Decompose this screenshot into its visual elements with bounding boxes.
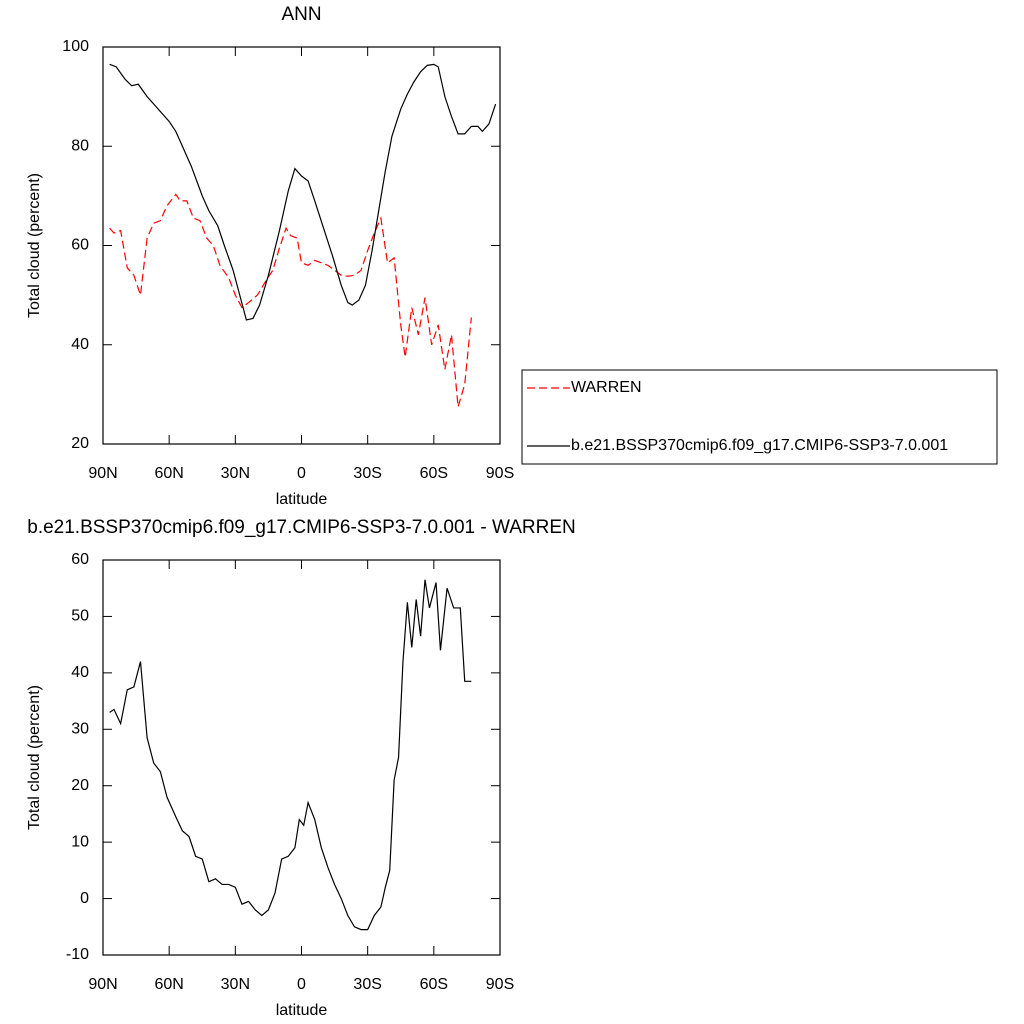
x-axis-label: latitude (276, 1002, 328, 1019)
legend-label: b.e21.BSSP370cmip6.f09_g17.CMIP6-SSP3-7.… (571, 437, 948, 454)
plot-frame (102, 559, 501, 956)
y-tick-label: 80 (71, 137, 89, 154)
x-axis-label: latitude (276, 491, 328, 508)
x-tick-label: 90S (486, 976, 514, 993)
y-tick-label: 20 (71, 777, 89, 794)
x-tick-label: 30N (221, 465, 250, 482)
y-tick-label: 10 (71, 833, 89, 850)
x-tick-label: 0 (297, 976, 306, 993)
y-tick-label: 60 (71, 551, 89, 568)
legend: WARREN b.e21.BSSP370cmip6.f09_g17.CMIP6-S… (521, 369, 998, 465)
plot-frame (102, 46, 501, 445)
y-axis-label: Total cloud (percent) (26, 173, 43, 318)
y-tick-label: -10 (66, 946, 89, 963)
y-tick-label: 100 (62, 38, 89, 55)
legend-frame (521, 369, 998, 465)
chart-title: ANN (281, 4, 321, 25)
x-tick-label: 30S (353, 465, 381, 482)
x-tick-label: 60S (420, 465, 448, 482)
x-tick-label: 30N (221, 976, 250, 993)
y-tick-label: 60 (71, 237, 89, 254)
y-tick-label: 0 (80, 890, 89, 907)
x-tick-label: 60N (154, 976, 183, 993)
data-line (109, 193, 472, 407)
legend-label: WARREN (571, 379, 642, 396)
data-line (109, 579, 472, 931)
x-tick-label: 90N (88, 976, 117, 993)
y-axis-label: Total cloud (percent) (26, 685, 43, 830)
x-tick-label: 0 (297, 465, 306, 482)
x-tick-label: 90N (88, 465, 117, 482)
y-tick-label: 40 (71, 336, 89, 353)
y-tick-label: 30 (71, 721, 89, 738)
x-tick-label: 90S (486, 465, 514, 482)
y-tick-label: 20 (71, 435, 89, 452)
y-tick-label: 40 (71, 664, 89, 681)
x-tick-label: 60S (420, 976, 448, 993)
chart-title: b.e21.BSSP370cmip6.f09_g17.CMIP6-SSP3-7.… (27, 517, 575, 538)
x-tick-label: 30S (353, 976, 381, 993)
y-tick-label: 50 (71, 608, 89, 625)
x-tick-label: 60N (154, 465, 183, 482)
data-line (109, 63, 497, 321)
